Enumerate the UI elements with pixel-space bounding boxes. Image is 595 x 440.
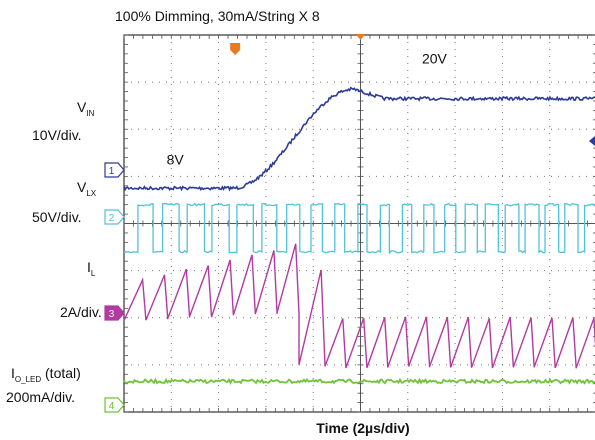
channel-2-number: 2 — [109, 213, 115, 224]
channel-1-scale: 10V/div. — [32, 127, 82, 143]
trigger-marker — [230, 43, 241, 55]
waveforms — [123, 86, 595, 385]
trace-iled — [123, 377, 595, 385]
channel-2-ground-marker — [104, 209, 125, 225]
trace-vlx — [123, 202, 595, 255]
channel-1-annotation: 8V — [167, 152, 185, 168]
trace-il — [123, 243, 595, 369]
channel-1-annotation: 20V — [422, 50, 448, 66]
channel-3-ground-marker — [104, 305, 125, 321]
channel-3-scale: 2A/div. — [60, 304, 102, 320]
channel-4-scale: 200mA/div. — [6, 389, 75, 405]
channel-2-name: VLX — [77, 179, 97, 198]
channel-2-scale: 50V/div. — [32, 209, 82, 225]
x-axis-label: Time (2µs/div) — [316, 420, 409, 436]
trigger-level-marker — [589, 136, 595, 147]
channel-1-ground-marker — [104, 162, 125, 178]
channel-labels: VIN 10V/div. 1 8V 20V VLX 50V/div. 2 IL 2A/div. 3 I… — [6, 50, 448, 413]
channel-4-name: IO_LED (total) — [11, 365, 81, 384]
channel-4-ground-marker — [104, 397, 125, 413]
channel-4-number: 4 — [109, 401, 115, 412]
trace-vin — [123, 86, 595, 192]
channel-1-name: VIN — [77, 99, 95, 118]
channel-3-number: 3 — [109, 309, 115, 320]
chart-title: 100% Dimming, 30mA/String X 8 — [115, 8, 320, 24]
center-position-marker — [355, 34, 366, 40]
channel-3-name: IL — [87, 259, 96, 278]
channel-1-number: 1 — [109, 166, 115, 177]
markers — [230, 34, 595, 147]
